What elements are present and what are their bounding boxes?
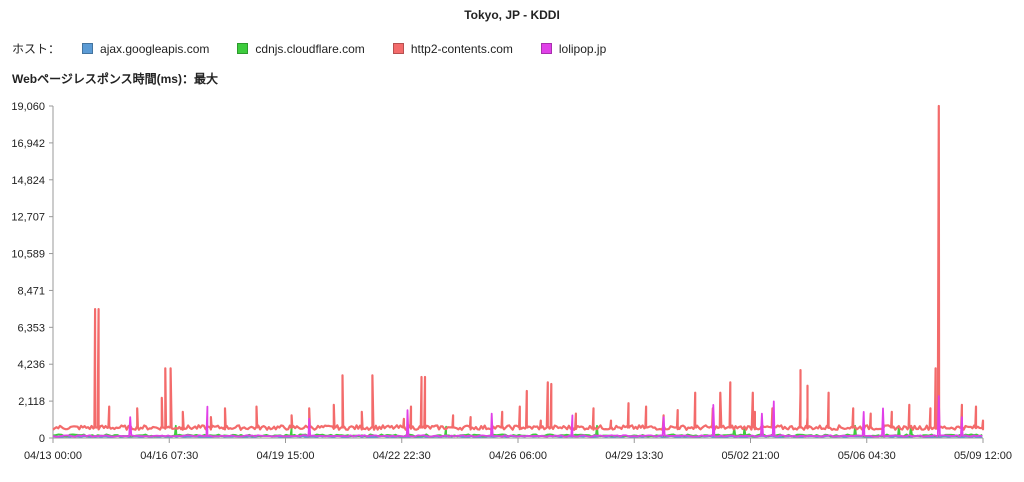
y-tick-label: 8,471 [17,285,45,297]
chart-title: Tokyo, JP - KDDI [464,8,560,22]
x-tick-label: 04/26 06:00 [489,450,547,462]
y-tick-label: 4,236 [17,359,45,371]
legend-item-label: http2-contents.com [410,41,513,56]
x-tick-label: 04/29 13:30 [605,450,663,462]
legend-label: ホスト： [12,42,61,56]
legend-swatch [82,43,94,54]
y-tick-label: 0 [39,433,45,445]
metric-label: Webページレスポンス時間(ms)：最大 [12,72,218,86]
series-line-lolipop [52,395,983,438]
legend-item-ajax[interactable]: ajax.googleapis.com [82,42,209,56]
y-tick-label: 10,589 [11,249,45,261]
legend-item-http2[interactable]: http2-contents.com [392,41,513,56]
legend-item-lolipop[interactable]: lolipop.jp [540,41,607,56]
y-tick-label: 19,060 [11,101,45,113]
legend-item-cdnjs[interactable]: cdnjs.cloudflare.com [237,41,365,56]
legend-swatch [540,43,552,54]
legend-swatch [237,43,249,54]
x-tick-label: 04/16 07:30 [140,450,198,462]
x-tick-label: 05/06 04:30 [838,450,896,462]
y-tick-label: 12,707 [11,212,45,224]
y-tick-label: 2,118 [18,396,45,408]
y-tick-label: 16,942 [11,138,45,150]
legend-item-label: lolipop.jp [558,41,607,56]
y-tick-label: 14,824 [11,175,45,187]
x-tick-label: 04/22 22:30 [373,450,431,462]
y-tick-label: 6,353 [17,322,45,334]
x-tick-label: 04/13 00:00 [24,450,82,462]
x-tick-label: 05/02 21:00 [721,450,779,462]
x-tick-label: 05/09 12:00 [954,450,1012,462]
legend-item-label: ajax.googleapis.com [100,41,210,56]
x-tick-label: 04/19 15:00 [256,450,314,462]
legend-swatch [392,43,404,54]
series-line-http2-contents [52,104,985,431]
legend-item-label: cdnjs.cloudflare.com [255,41,365,56]
legend: ホスト： ajax.googleapis.com cdnjs.cloudflar… [12,40,634,57]
